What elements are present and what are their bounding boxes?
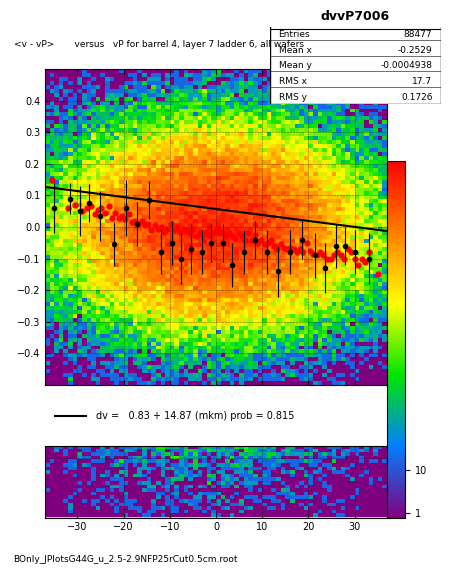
- Text: BOnly_JPlotsG44G_u_2.5-2.9NFP25rCut0.5cm.root: BOnly_JPlotsG44G_u_2.5-2.9NFP25rCut0.5cm…: [14, 554, 238, 564]
- FancyBboxPatch shape: [270, 6, 441, 27]
- Text: 88477: 88477: [404, 30, 432, 39]
- Text: Mean x: Mean x: [279, 45, 311, 55]
- Text: Mean y: Mean y: [279, 62, 311, 70]
- Text: -0.2529: -0.2529: [398, 45, 432, 55]
- FancyBboxPatch shape: [270, 6, 441, 103]
- Text: RMS x: RMS x: [279, 77, 306, 86]
- Text: dv =   0.83 + 14.87 (mkm) prob = 0.815: dv = 0.83 + 14.87 (mkm) prob = 0.815: [96, 411, 294, 420]
- Text: <v - vP>       versus   vP for barrel 4, layer 7 ladder 6, all wafers: <v - vP> versus vP for barrel 4, layer 7…: [14, 40, 303, 49]
- Text: RMS y: RMS y: [279, 93, 306, 102]
- Text: Entries: Entries: [279, 30, 310, 39]
- Text: dvvP7006: dvvP7006: [321, 10, 390, 23]
- Text: 17.7: 17.7: [412, 77, 432, 86]
- Text: -0.0004938: -0.0004938: [380, 62, 432, 70]
- Text: 0.1726: 0.1726: [401, 93, 432, 102]
